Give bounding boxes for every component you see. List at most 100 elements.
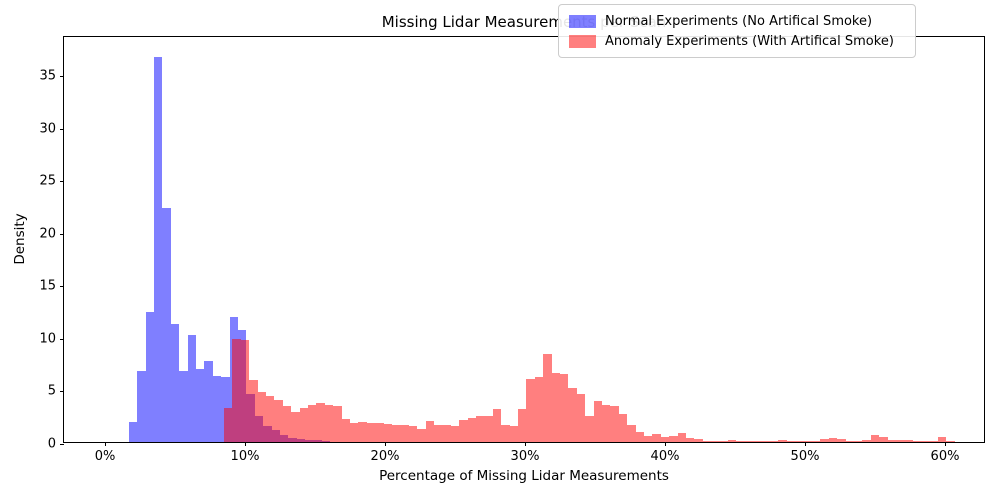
histogram-bar-normal bbox=[187, 334, 196, 442]
y-tick-label: 15 bbox=[39, 278, 56, 294]
histogram-bar-anomaly bbox=[417, 429, 426, 442]
histogram-bar-normal bbox=[154, 57, 163, 442]
histogram-bar-anomaly bbox=[274, 399, 283, 442]
histogram-bar-anomaly bbox=[660, 436, 670, 442]
y-tick-label: 25 bbox=[39, 173, 56, 189]
legend-swatch-normal bbox=[569, 14, 596, 28]
histogram-bar-anomaly bbox=[232, 338, 241, 442]
histogram-bar-anomaly bbox=[896, 439, 905, 442]
histogram-bar-anomaly bbox=[912, 440, 922, 442]
histogram-bar-normal bbox=[170, 324, 180, 442]
histogram-bar-anomaly bbox=[350, 423, 359, 442]
x-tick-mark bbox=[805, 442, 806, 446]
histogram-bar-anomaly bbox=[509, 426, 518, 442]
histogram-bar-anomaly bbox=[627, 425, 636, 442]
histogram-bar-anomaly bbox=[492, 409, 502, 442]
histogram-bar-normal bbox=[162, 207, 171, 442]
y-tick-label: 20 bbox=[39, 226, 56, 242]
histogram-bar-anomaly bbox=[610, 406, 619, 442]
histogram-bar-anomaly bbox=[761, 441, 770, 442]
histogram-bar-anomaly bbox=[929, 440, 938, 442]
histogram-bar-anomaly bbox=[593, 401, 602, 442]
x-tick-mark bbox=[385, 442, 386, 446]
series-anomaly-bars bbox=[64, 37, 984, 442]
y-tick-label: 10 bbox=[39, 331, 56, 347]
y-tick-mark bbox=[60, 391, 64, 393]
histogram-bar-anomaly bbox=[560, 373, 569, 442]
histogram-bar-anomaly bbox=[694, 439, 703, 442]
histogram-bar-anomaly bbox=[921, 441, 930, 442]
histogram-bar-anomaly bbox=[837, 438, 846, 442]
y-tick-mark bbox=[60, 233, 64, 235]
histogram-bar-normal bbox=[128, 422, 138, 442]
histogram-bar-anomaly bbox=[501, 425, 510, 442]
histogram-bar-anomaly bbox=[744, 441, 754, 442]
legend-label-normal: Normal Experiments (No Artifical Smoke) bbox=[605, 13, 873, 29]
histogram-bar-anomaly bbox=[392, 425, 401, 442]
histogram-bar-anomaly bbox=[854, 441, 863, 442]
histogram-bar-normal bbox=[137, 370, 146, 442]
y-tick-mark bbox=[60, 286, 64, 288]
histogram-bar-anomaly bbox=[677, 432, 686, 442]
histogram-bar-anomaly bbox=[887, 440, 896, 442]
x-tick-label: 0% bbox=[94, 449, 116, 464]
y-tick-label: 0 bbox=[47, 436, 56, 452]
histogram-bar-anomaly bbox=[736, 441, 745, 442]
histogram-bar-anomaly bbox=[442, 425, 451, 442]
histogram-bar-anomaly bbox=[467, 417, 476, 442]
x-tick-label: 10% bbox=[230, 449, 260, 464]
histogram-bar-anomaly bbox=[702, 440, 712, 442]
histogram-bar-anomaly bbox=[249, 379, 258, 442]
histogram-bar-anomaly bbox=[324, 405, 334, 442]
y-tick-mark bbox=[60, 338, 64, 340]
histogram-bar-anomaly bbox=[778, 439, 787, 442]
legend-item-anomaly: Anomaly Experiments (With Artifical Smok… bbox=[569, 31, 905, 51]
histogram-bar-normal bbox=[204, 361, 213, 442]
histogram-bar-anomaly bbox=[770, 441, 779, 442]
legend-swatch-anomaly bbox=[569, 34, 596, 48]
histogram-bar-anomaly bbox=[450, 426, 460, 442]
histogram-bar-anomaly bbox=[669, 435, 678, 442]
histogram-bar-anomaly bbox=[476, 415, 485, 442]
x-tick-label: 20% bbox=[370, 449, 400, 464]
histogram-bar-anomaly bbox=[795, 441, 804, 442]
histogram-bar-anomaly bbox=[904, 439, 913, 442]
x-tick-mark bbox=[525, 442, 526, 446]
histogram-bar-anomaly bbox=[358, 422, 367, 442]
histogram-bar-normal bbox=[179, 370, 188, 442]
histogram-bar-anomaly bbox=[543, 353, 552, 442]
histogram-bar-anomaly bbox=[719, 440, 728, 442]
legend: Normal Experiments (No Artifical Smoke) … bbox=[558, 4, 916, 58]
histogram-bar-anomaly bbox=[383, 424, 392, 442]
x-axis-label: Percentage of Missing Lidar Measurements bbox=[379, 468, 669, 484]
histogram-bar-anomaly bbox=[299, 408, 308, 442]
histogram-bar-anomaly bbox=[585, 415, 594, 442]
legend-label-anomaly: Anomaly Experiments (With Artifical Smok… bbox=[605, 33, 894, 49]
x-tick-label: 40% bbox=[650, 449, 680, 464]
x-tick-mark bbox=[665, 442, 666, 446]
histogram-bar-anomaly bbox=[812, 441, 821, 442]
histogram-bar-normal bbox=[212, 375, 222, 442]
histogram-bar-anomaly bbox=[534, 376, 544, 442]
histogram-bar-anomaly bbox=[686, 437, 695, 442]
histogram-bar-anomaly bbox=[635, 431, 644, 442]
histogram-bar-normal bbox=[196, 369, 205, 442]
histogram-bar-normal bbox=[145, 311, 154, 442]
histogram-bar-anomaly bbox=[845, 440, 854, 442]
histogram-bar-anomaly bbox=[484, 415, 493, 442]
histogram-bar-anomaly bbox=[938, 437, 947, 442]
y-tick-mark bbox=[60, 128, 64, 130]
histogram-bar-anomaly bbox=[341, 418, 350, 442]
histogram-bar-anomaly bbox=[257, 391, 266, 442]
histogram-bar-anomaly bbox=[333, 406, 342, 442]
histogram-bar-anomaly bbox=[618, 413, 628, 442]
histogram-bar-anomaly bbox=[644, 435, 653, 442]
x-tick-mark bbox=[945, 442, 946, 446]
histogram-bar-anomaly bbox=[602, 405, 611, 442]
x-tick-label: 60% bbox=[930, 449, 960, 464]
histogram-bar-anomaly bbox=[728, 439, 737, 442]
legend-item-normal: Normal Experiments (No Artifical Smoke) bbox=[569, 11, 905, 31]
histogram-bar-anomaly bbox=[266, 395, 275, 442]
y-tick-mark bbox=[60, 181, 64, 183]
x-tick-mark bbox=[105, 442, 106, 446]
